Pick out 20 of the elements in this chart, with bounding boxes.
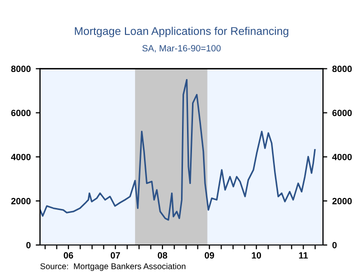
y2-tick-label: 4000	[332, 154, 352, 160]
x-tick-label: 07	[110, 252, 120, 259]
y2-tick-label: 2000	[332, 198, 352, 204]
line-series	[40, 78, 316, 221]
chart-subtitle: SA, Mar-16-90=100	[142, 45, 221, 52]
y2-tick-label: 6000	[332, 110, 352, 116]
y-tick-label: 8000	[11, 66, 31, 72]
x-tick-label: 11	[299, 252, 308, 258]
chart-title: Mortgage Loan Applications for Refinancing	[74, 26, 288, 38]
y-tick-label: 0	[26, 242, 31, 248]
y-tick-label: 4000	[11, 154, 31, 160]
source-note: Source: Mortgage Bankers Association	[40, 263, 186, 271]
x-tick-label: 10	[252, 252, 262, 259]
y-tick-label: 6000	[11, 110, 31, 116]
x-tick-label: 08	[158, 252, 168, 259]
y-tick-label: 2000	[11, 198, 31, 204]
x-tick-label: 09	[204, 252, 214, 259]
y2-tick-label: 8000	[332, 66, 352, 72]
x-tick-label: 06	[64, 252, 74, 259]
y2-tick-label: 0	[332, 242, 337, 248]
